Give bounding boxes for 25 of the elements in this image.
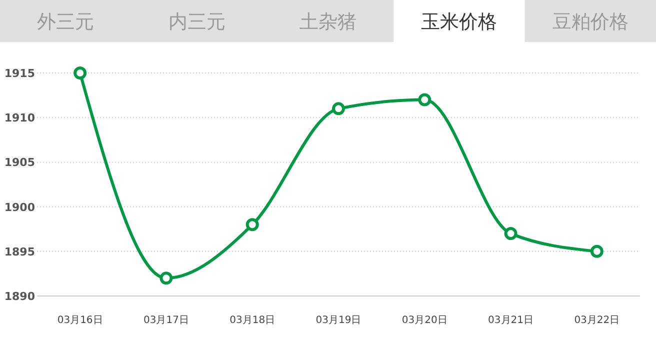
text: 玉米价格 [421, 11, 498, 33]
y-tick-label: 1915 [4, 67, 35, 80]
text: 外三元 [37, 11, 94, 33]
x-tick-label: 03月22日 [574, 315, 620, 326]
x-tick-label: 03月17日 [143, 315, 189, 326]
point [332, 102, 345, 116]
point [590, 244, 604, 258]
x-tick-label: 03月19日 [316, 315, 362, 326]
text: 内三元 [168, 11, 226, 33]
x-tick-label: 03月21日 [488, 315, 534, 326]
y-tick-label: 1900 [4, 200, 36, 214]
y-tick-label: 1895 [4, 245, 35, 258]
text: 豆粕价格 [552, 11, 628, 33]
point [74, 66, 87, 80]
point [418, 93, 432, 106]
point [504, 227, 518, 240]
y-tick-label: 1905 [4, 156, 35, 170]
x-tick-label: 03月16日 [57, 315, 103, 326]
point [160, 272, 173, 285]
x-tick-label: 03月18日 [230, 315, 276, 326]
point [246, 218, 259, 232]
y-tick-label: 1910 [4, 112, 36, 125]
y-tick-label: 1890 [4, 290, 36, 303]
text: 土杂猪 [300, 11, 356, 33]
x-tick-label: 03月20日 [402, 315, 448, 326]
